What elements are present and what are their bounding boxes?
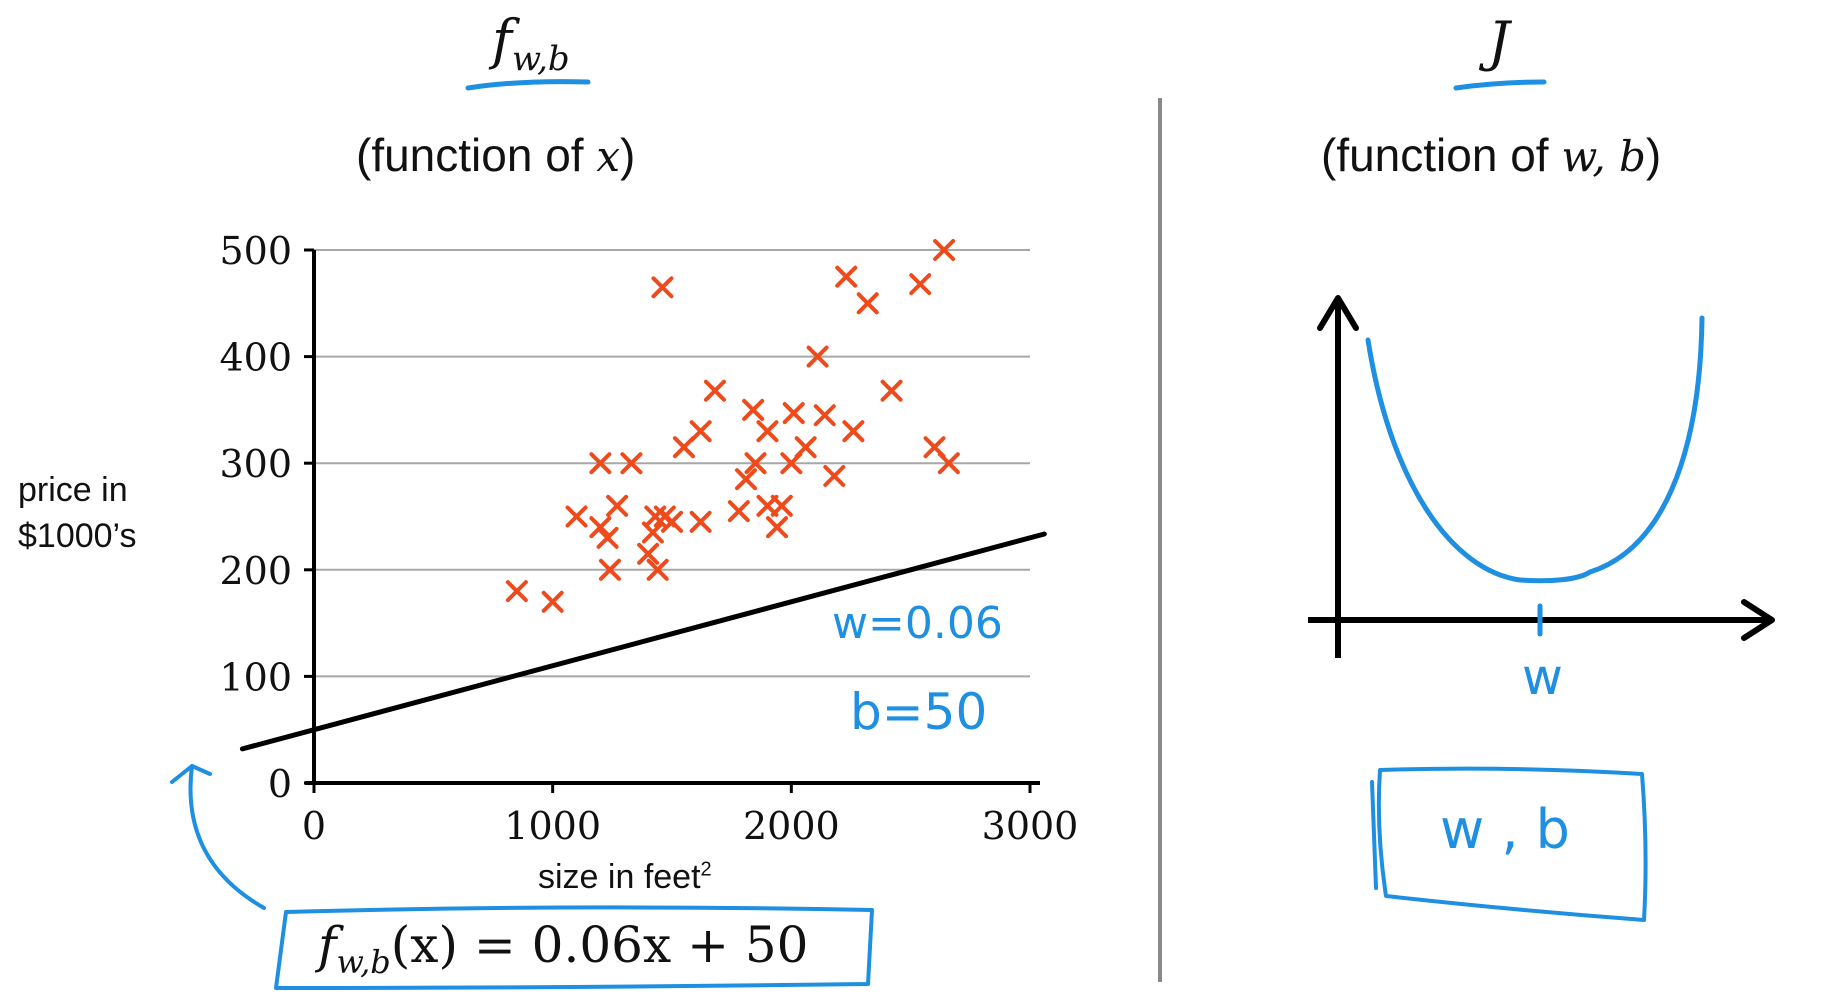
data-point	[770, 494, 793, 517]
data-point	[813, 404, 836, 427]
data-point	[651, 276, 674, 299]
cost-x-arrowhead	[1741, 599, 1775, 641]
y-tick-label: 200	[219, 549, 292, 593]
y-tick-label: 300	[219, 442, 292, 486]
annotation-w: w=0.06	[832, 598, 1003, 649]
data-point	[933, 239, 956, 261]
data-point	[756, 420, 779, 443]
data-point	[727, 500, 750, 523]
data-point	[589, 452, 612, 475]
cost-y-arrowhead	[1317, 295, 1359, 331]
data-point	[742, 398, 765, 421]
right-heading: (function of w, b)	[1321, 129, 1662, 181]
y-tick-label: 400	[219, 336, 292, 380]
formula: fw,b(x) = 0.06x + 50	[318, 916, 809, 981]
left-heading: (function of x)	[356, 129, 636, 181]
data-point	[541, 590, 564, 613]
x-axis-title-sup: 2	[700, 858, 712, 881]
data-point	[637, 542, 660, 565]
formula-subscript: w,b	[336, 943, 391, 981]
data-point	[794, 436, 817, 459]
data-point	[842, 420, 865, 443]
data-point	[644, 505, 667, 528]
y-axis-title-line2: $1000’s	[18, 517, 137, 555]
panel-divider	[1158, 98, 1162, 982]
x-tick-label: 2000	[743, 804, 840, 848]
parameter-box-label: w , b	[1440, 798, 1570, 861]
left-heading-var: x	[596, 132, 621, 181]
annotation-b: b=50	[850, 683, 988, 741]
cost-chart	[1308, 295, 1775, 658]
formula-rest: (x) = 0.06x + 50	[390, 916, 809, 974]
data-point	[606, 494, 629, 517]
cost-axis-label: w	[1522, 648, 1563, 706]
data-point	[937, 452, 960, 475]
data-point	[806, 345, 829, 368]
data-point	[598, 558, 621, 581]
right-heading-var: w, b	[1561, 132, 1646, 181]
data-point	[703, 379, 726, 402]
data-point	[835, 265, 858, 288]
y-tick-label: 0	[268, 762, 292, 806]
data-point	[856, 292, 879, 315]
cost-title-underline	[1453, 79, 1547, 91]
formula-box-outline	[274, 905, 874, 990]
data-point	[565, 505, 588, 528]
x-tick-label: 1000	[504, 804, 601, 848]
data-point	[596, 526, 619, 549]
x-axis-title: size in feet2	[538, 858, 712, 896]
y-axis-title: price in $1000’s	[18, 467, 137, 559]
model-function-subscript: w,b	[512, 38, 570, 79]
data-point	[880, 379, 903, 402]
data-point	[782, 402, 805, 425]
model-function-symbol: f	[492, 8, 512, 71]
data-point-layer	[505, 239, 960, 613]
formula-symbol: f	[318, 916, 337, 974]
cost-function-title: J	[1488, 10, 1510, 73]
y-axis-title-line1: price in	[18, 471, 128, 509]
data-point	[620, 452, 643, 475]
x-tick-label: 0	[302, 804, 326, 848]
model-function-title: fw,b	[492, 8, 570, 79]
data-point	[734, 468, 757, 491]
x-tick-label: 3000	[982, 804, 1079, 848]
data-point	[744, 452, 767, 475]
data-point	[823, 464, 846, 487]
y-tick-label: 500	[219, 229, 292, 273]
data-point	[646, 558, 669, 581]
regression-line	[239, 531, 1047, 752]
data-point	[766, 516, 789, 539]
regression-line-layer	[239, 531, 1047, 752]
curved-arrow	[170, 764, 266, 910]
y-tick-label: 100	[219, 655, 292, 699]
data-point	[909, 273, 932, 296]
data-point	[589, 516, 612, 539]
tick-label-layer: 0 100 200 300 400 500 0 1000 2000 3000	[219, 229, 1078, 848]
data-point	[661, 510, 683, 533]
data-point	[505, 580, 528, 603]
data-point	[689, 420, 712, 443]
model-title-underline	[465, 79, 591, 91]
scatter-chart: 0 100 200 300 400 500 0 1000 2000 3000	[219, 229, 1078, 848]
cost-curve	[1365, 315, 1705, 584]
data-point	[689, 510, 712, 533]
parameter-box-outline	[1370, 766, 1648, 922]
